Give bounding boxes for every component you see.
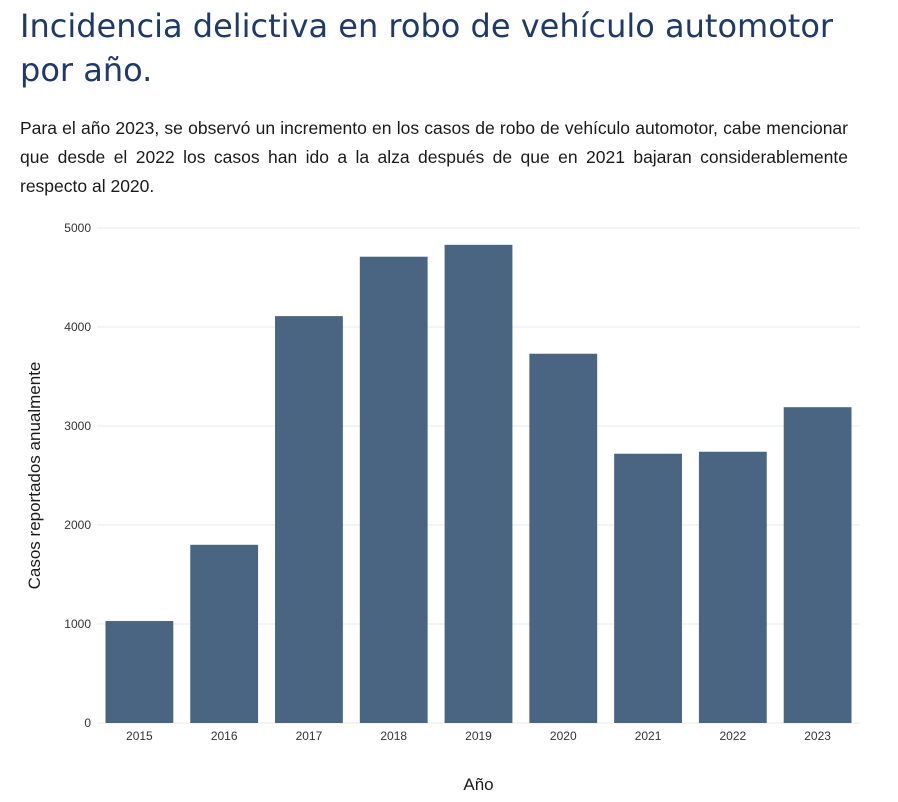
y-tick-label: 2000 (64, 518, 91, 532)
y-tick-label: 0 (84, 716, 91, 730)
bars (105, 244, 852, 723)
x-tick-label: 2018 (380, 729, 407, 743)
y-tick-label: 3000 (64, 419, 91, 433)
x-tick-label: 2017 (296, 729, 323, 743)
x-tick-label: 2021 (635, 729, 662, 743)
y-tick-label: 4000 (64, 320, 91, 334)
y-axis-ticks: 0 1000 2000 3000 4000 5000 (64, 221, 91, 730)
x-tick-label: 2023 (804, 729, 831, 743)
bar-2023[interactable] (783, 407, 852, 723)
y-axis-title: Casos reportados anualmente (25, 362, 44, 590)
bar-2015[interactable] (105, 621, 174, 723)
bar-2016[interactable] (190, 544, 259, 723)
bar-2020[interactable] (529, 353, 598, 723)
chart-description: Para el año 2023, se observó un incremen… (20, 118, 848, 196)
bar-2017[interactable] (275, 316, 343, 723)
bar-2019[interactable] (444, 244, 513, 723)
x-axis-title: Año (463, 775, 493, 794)
y-tick-label: 5000 (64, 221, 91, 235)
bar-2021[interactable] (614, 453, 682, 723)
bar-2018[interactable] (359, 256, 428, 723)
bar-2022[interactable] (698, 451, 767, 723)
x-tick-label: 2016 (211, 729, 238, 743)
x-tick-label: 2022 (719, 729, 746, 743)
x-tick-label: 2020 (550, 729, 577, 743)
x-axis-ticks: 2015 2016 2017 2018 2019 2020 2021 2022 2023 (126, 729, 831, 743)
y-tick-label: 1000 (64, 617, 91, 631)
chart-title: Incidencia delictiva en robo de vehículo… (20, 7, 834, 89)
x-tick-label: 2019 (465, 729, 492, 743)
x-tick-label: 2015 (126, 729, 153, 743)
